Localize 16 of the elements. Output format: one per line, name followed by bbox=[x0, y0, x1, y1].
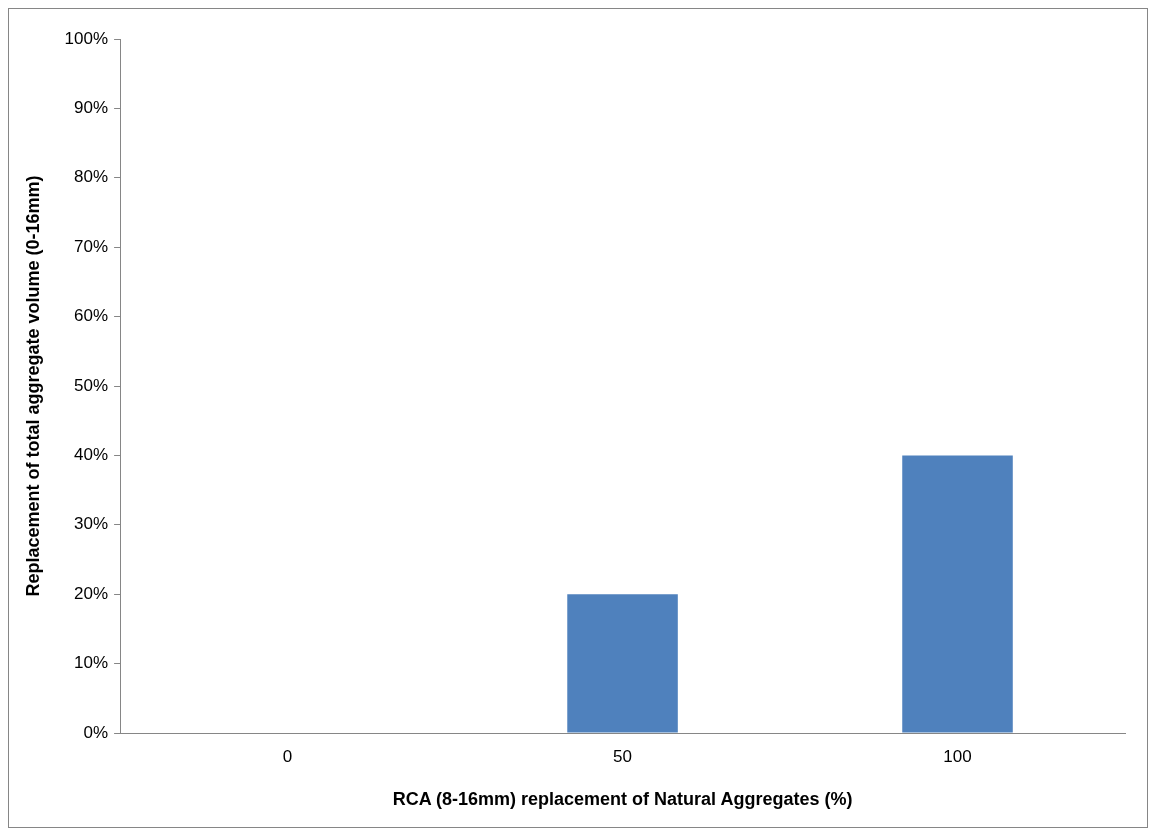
y-tick-label: 90% bbox=[74, 98, 109, 118]
y-axis-title: Replacement of total aggregate volume (0-16mm) bbox=[22, 175, 43, 597]
y-tick-label: 60% bbox=[74, 306, 109, 326]
y-tick-label: 50% bbox=[74, 375, 109, 395]
x-tick-label: 50 bbox=[613, 746, 632, 766]
x-axis-title: RCA (8-16mm) replacement of Natural Aggregates (%) bbox=[392, 789, 853, 810]
y-tick-label: 20% bbox=[74, 583, 109, 603]
x-tick-label: 100 bbox=[943, 746, 972, 766]
y-tick-label: 10% bbox=[74, 653, 109, 673]
y-tick-label: 0% bbox=[83, 722, 109, 742]
y-tick-label: 80% bbox=[74, 167, 109, 187]
x-tick-label: 0 bbox=[282, 746, 293, 766]
y-tick-label: 100% bbox=[64, 28, 109, 48]
y-tick-label: 30% bbox=[74, 514, 109, 534]
y-tick-label: 70% bbox=[74, 236, 109, 256]
y-tick-label: 40% bbox=[74, 445, 109, 465]
